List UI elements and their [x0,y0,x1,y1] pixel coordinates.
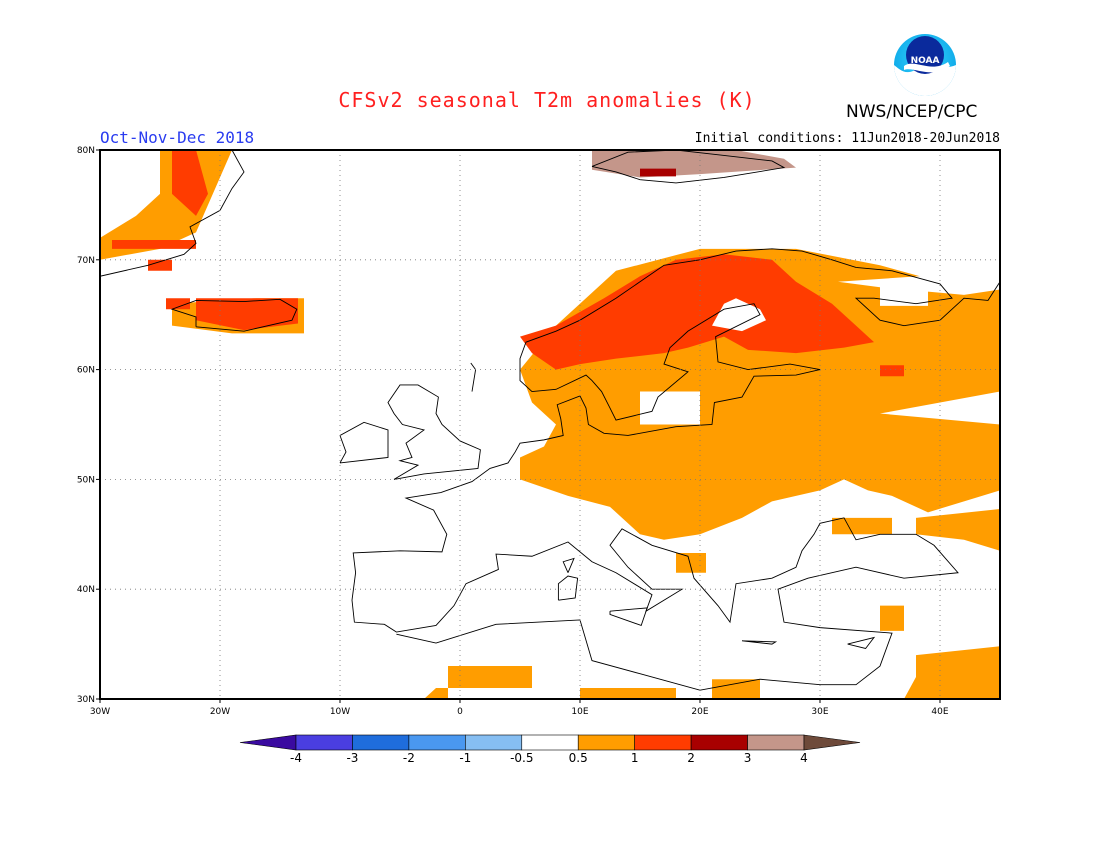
colorbar-segment [690,734,748,751]
lat-tick-label: 60N [77,366,95,376]
anomaly-0.5-1 [916,509,1000,551]
colorbar-segment [577,734,635,751]
coastline-sardinia [557,575,579,601]
colorbar-tick-label: 2 [687,751,695,765]
anomaly-0.5-1 [424,666,532,699]
coastline-great-britain [387,384,481,480]
map-title: CFSv2 seasonal T2m anomalies (K) [338,88,756,112]
colorbar-high-triangle [803,734,861,751]
coastline-europe [351,248,1000,691]
colorbar-segment [634,734,692,751]
anomaly-0.5-1 [712,679,760,699]
lat-tick-label: 50N [77,475,95,485]
colorbar-tick-label: 3 [744,751,752,765]
colorbar-tick-label: -2 [403,751,415,765]
anomaly-near-normal [640,391,700,425]
lat-tick-label: 30N [77,695,95,705]
anomaly-0.5-1 [580,688,676,699]
agency-label: NWS/NCEP/CPC [846,102,978,122]
coastline-crete [741,640,778,645]
colorbar-segment [352,734,410,751]
anomaly-1-2 [112,240,196,249]
anomaly-layer [100,150,1000,699]
noaa-logo-text: NOAA [911,56,940,66]
coastline-ireland [339,421,389,464]
colorbar-segment [408,734,466,751]
colorbar-tick-label: 0.5 [569,751,588,765]
lon-tick-label: 20E [691,707,708,717]
anomaly-0.5-1 [904,646,1000,699]
coastline-iceland [170,298,298,332]
colorbar-tick-label: -0.5 [510,751,533,765]
lon-tick-label: 10W [330,707,350,717]
coastline-corsica [562,557,575,573]
colorbar-segment [295,734,353,751]
colorbar: -4 -3 -2 -1 -0.5 0.5 1 2 3 4 [239,734,861,765]
lat-tick-label: 40N [77,585,95,595]
map-plot-area: 80N 70N 60N 50N 40N 30N 30W 20W 10W 0 10E 20E 30E 40E [77,146,1001,717]
anomaly-0.5-1 [880,605,904,631]
anomaly-near-normal [880,391,1000,425]
noaa-logo: NOAA [894,34,956,96]
lon-tick-label: 40E [931,707,948,717]
lon-tick-label: 10E [571,707,588,717]
anomaly-1-2 [148,259,172,271]
season-label: Oct-Nov-Dec 2018 [100,128,255,147]
anomaly-near-normal [838,270,1000,295]
coastline-greenland [100,150,245,277]
anomaly-1-2 [196,298,298,331]
colorbar-tick-label: -4 [290,751,302,765]
lon-tick-label: 30E [811,707,828,717]
colorbar-tick-label: 4 [800,751,808,765]
lat-tick-label: 70N [77,256,95,266]
anomaly-near-normal [712,298,766,332]
anomaly-0.5-1 [832,517,892,535]
colorbar-tick-label: 1 [631,751,639,765]
coastline-sicily [609,607,648,627]
colorbar-segment [521,734,579,751]
anomaly-1-2 [520,254,874,370]
coastlines [100,150,1000,691]
lat-tick-label: 80N [77,146,95,156]
axis-ticks: 80N 70N 60N 50N 40N 30N 30W 20W 10W 0 10E 20E 30E 40E [77,146,949,717]
colorbar-segment [465,734,523,751]
anomaly-1-2 [172,150,208,216]
lon-tick-label: 20W [210,707,230,717]
colorbar-segment [747,734,805,751]
anomaly-0.5-1 [676,552,706,573]
lon-tick-label: 30W [90,707,110,717]
colorbar-tick-label: -1 [459,751,471,765]
anomaly-2-3 [640,168,676,177]
colorbar-tick-label: -3 [346,751,358,765]
anomaly-1-2 [166,298,190,310]
coastline-cyprus [847,636,876,649]
map-frame [99,149,1001,700]
colorbar-low-triangle [239,734,297,751]
lon-tick-label: 0 [457,707,463,717]
initial-conditions-label: Initial conditions: 11Jun2018-20Jun2018 [694,131,1000,146]
anomaly-1-2 [880,365,904,377]
graticule [100,150,1000,699]
